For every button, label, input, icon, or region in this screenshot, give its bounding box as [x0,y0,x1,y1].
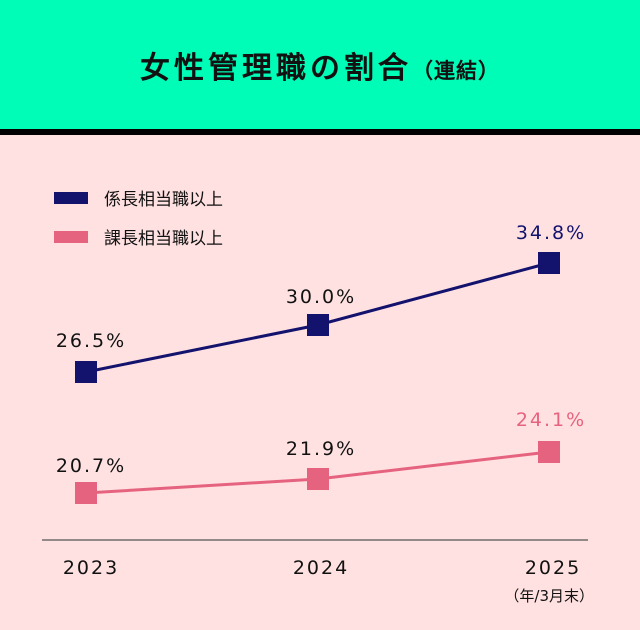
x-tick-label: 2025 [524,557,582,579]
value-label-highlight: 24.1% [515,409,587,431]
legend-label: 課長相当職以上 [104,229,223,249]
marker-pink-2025 [538,441,560,463]
legend-item-kakaricho: 係長相当職以上 [54,185,223,210]
chart-header: 女性管理職の割合（連結） [0,0,640,135]
value-label-highlight: 34.8% [515,222,587,244]
value-label: 21.9% [285,438,357,460]
marker-navy-2025 [538,252,560,274]
x-axis-unit: （年/3月末） [504,587,594,605]
legend-item-kacho: 課長相当職以上 [54,224,223,249]
value-label: 26.5% [55,330,127,352]
x-tick-label: 2023 [62,557,120,579]
legend-label: 係長相当職以上 [104,190,223,210]
title-subtitle: （連結） [412,58,500,83]
marker-pink-2024 [307,468,329,490]
chart-title: 女性管理職の割合（連結） [140,43,500,87]
x-tick-label: 2024 [292,557,350,579]
value-label: 30.0% [285,286,357,308]
marker-pink-2023 [75,482,97,504]
legend-swatch-navy [54,191,88,204]
marker-navy-2023 [75,361,97,383]
value-label: 20.7% [55,455,127,477]
legend-swatch-pink [54,230,88,243]
title-text: 女性管理職の割合 [140,50,412,86]
marker-navy-2024 [307,314,329,336]
